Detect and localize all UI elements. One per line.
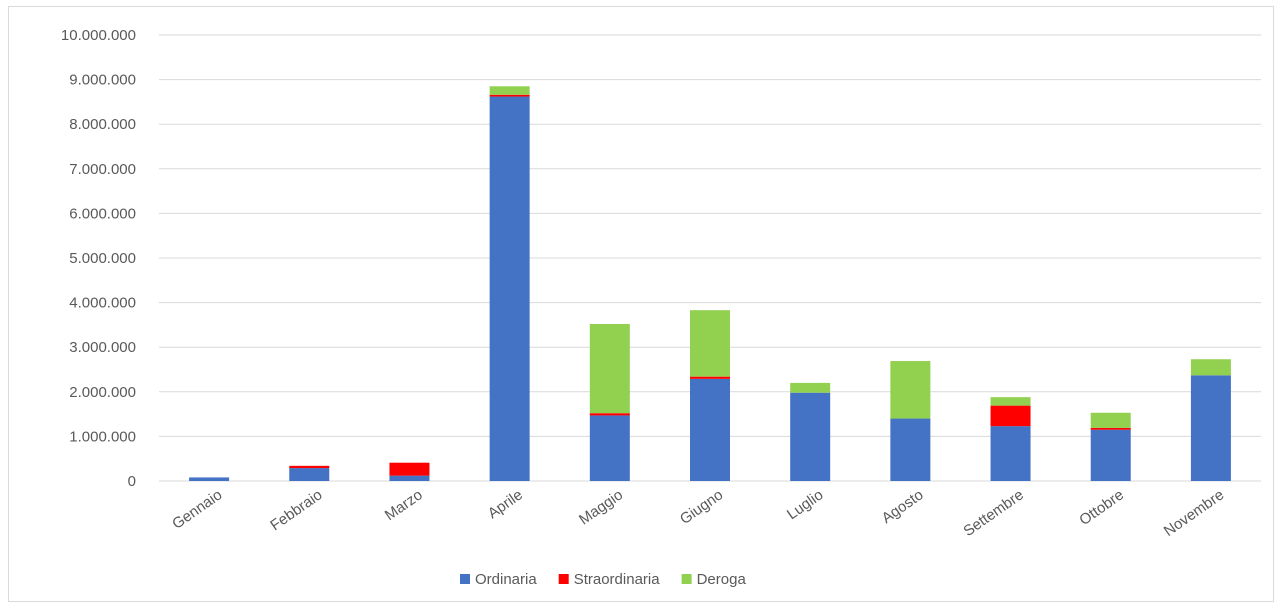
x-axis-tick-labels: Gennaio Febbraio Marzo Aprile Maggio Giugno Lu… [169,486,1227,540]
bar-straordinaria-settembre [990,405,1031,427]
bar-deroga-luglio [790,382,831,393]
bar-deroga-maggio [589,324,630,414]
y-tick-label: 10.000.000 [61,27,136,44]
legend-label: Ordinaria [475,571,537,588]
x-tick-label: Ottobre [1076,486,1127,529]
y-tick-label: 2.000.000 [69,384,136,401]
x-tick-label: Febbraio [267,486,325,534]
bar-deroga-giugno [690,310,730,377]
x-tick-label: Giugno [677,486,726,528]
bar-ordinaria-novembre [1190,375,1231,481]
legend-label: Deroga [697,571,747,588]
legend-item-ordinaria: Ordinaria [460,571,537,588]
x-tick-label: Novembre [1161,486,1227,540]
bar-ordinaria-maggio [589,415,630,481]
x-tick-label: Marzo [382,486,426,524]
legend-swatch [558,574,569,584]
y-axis-tick-labels: 0 1.000.000 2.000.000 3.000.000 4.000.000 5.0… [61,27,136,490]
bar-straordinaria-aprile [489,94,530,97]
legend: Ordinaria Straordinaria Deroga [460,571,746,588]
bar-ordinaria-luglio [790,392,831,481]
bars [189,86,1231,481]
y-tick-label: 7.000.000 [69,161,136,178]
legend-item-straordinaria: Straordinaria [558,571,661,588]
y-tick-label: 5.000.000 [69,250,136,267]
x-tick-label: Settembre [960,486,1026,540]
bar-deroga-ottobre [1090,412,1131,428]
legend-swatch [460,574,470,584]
y-tick-label: 6.000.000 [69,205,136,222]
bar-deroga-novembre [1190,359,1231,376]
x-tick-label: Gennaio [169,486,225,532]
y-tick-label: 4.000.000 [69,295,136,312]
stacked-bar-chart: 0 1.000.000 2.000.000 3.000.000 4.000.000 5.0… [61,27,1261,588]
y-tick-label: 9.000.000 [69,72,136,89]
bar-straordinaria-ottobre [1090,427,1131,430]
y-tick-label: 8.000.000 [69,116,136,133]
bar-ordinaria-giugno [690,378,730,481]
bar-deroga-agosto [890,361,931,419]
x-tick-label: Luglio [784,486,827,523]
legend-swatch [681,574,692,584]
bar-straordinaria-febbraio [289,465,330,469]
chart-frame: 0 1.000.000 2.000.000 3.000.000 4.000.000 5.0… [8,6,1274,602]
gridlines [159,34,1261,482]
legend-item-deroga: Deroga [681,571,747,588]
x-tick-label: Maggio [576,486,626,528]
bar-ordinaria-settembre [990,426,1031,481]
y-tick-label: 0 [128,473,136,490]
bar-straordinaria-giugno [690,376,730,379]
bar-deroga-settembre [990,397,1031,406]
bar-ordinaria-ottobre [1090,429,1131,481]
x-tick-label: Aprile [485,486,526,522]
legend-label: Straordinaria [574,571,661,588]
bar-ordinaria-marzo [389,475,430,481]
bar-deroga-aprile [489,86,530,95]
bar-ordinaria-agosto [890,418,931,481]
x-tick-label: Agosto [879,486,927,527]
y-tick-label: 3.000.000 [69,339,136,356]
bar-ordinaria-gennaio [189,477,230,481]
bar-straordinaria-maggio [589,413,630,416]
bar-straordinaria-marzo [389,462,430,476]
y-tick-label: 1.000.000 [69,428,136,445]
bar-ordinaria-aprile [489,96,530,481]
bar-ordinaria-febbraio [289,468,330,481]
